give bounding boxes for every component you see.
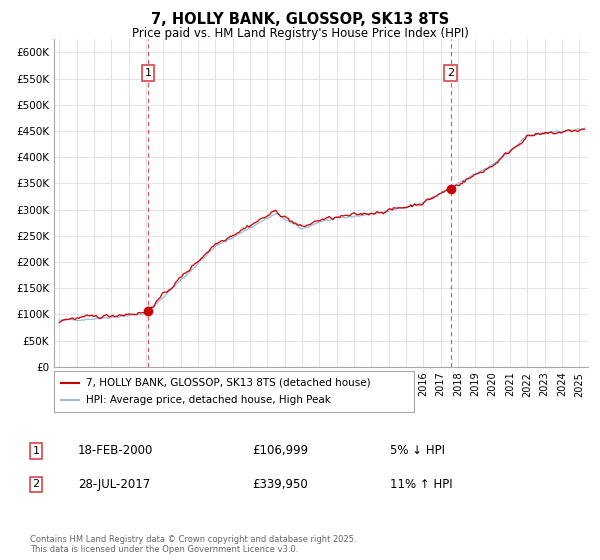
Text: 7, HOLLY BANK, GLOSSOP, SK13 8TS (detached house): 7, HOLLY BANK, GLOSSOP, SK13 8TS (detach… [86,377,371,388]
Text: HPI: Average price, detached house, High Peak: HPI: Average price, detached house, High… [86,395,331,405]
Text: 7, HOLLY BANK, GLOSSOP, SK13 8TS: 7, HOLLY BANK, GLOSSOP, SK13 8TS [151,12,449,27]
Text: £106,999: £106,999 [252,444,308,458]
Text: Price paid vs. HM Land Registry's House Price Index (HPI): Price paid vs. HM Land Registry's House … [131,27,469,40]
Text: £339,950: £339,950 [252,478,308,491]
Text: 2: 2 [447,68,454,78]
Text: 18-FEB-2000: 18-FEB-2000 [78,444,154,458]
Text: 11% ↑ HPI: 11% ↑ HPI [390,478,452,491]
Text: 1: 1 [32,446,40,456]
Text: 5% ↓ HPI: 5% ↓ HPI [390,444,445,458]
Text: 2: 2 [32,479,40,489]
Text: 28-JUL-2017: 28-JUL-2017 [78,478,150,491]
Text: 1: 1 [145,68,151,78]
Text: Contains HM Land Registry data © Crown copyright and database right 2025.
This d: Contains HM Land Registry data © Crown c… [30,535,356,554]
